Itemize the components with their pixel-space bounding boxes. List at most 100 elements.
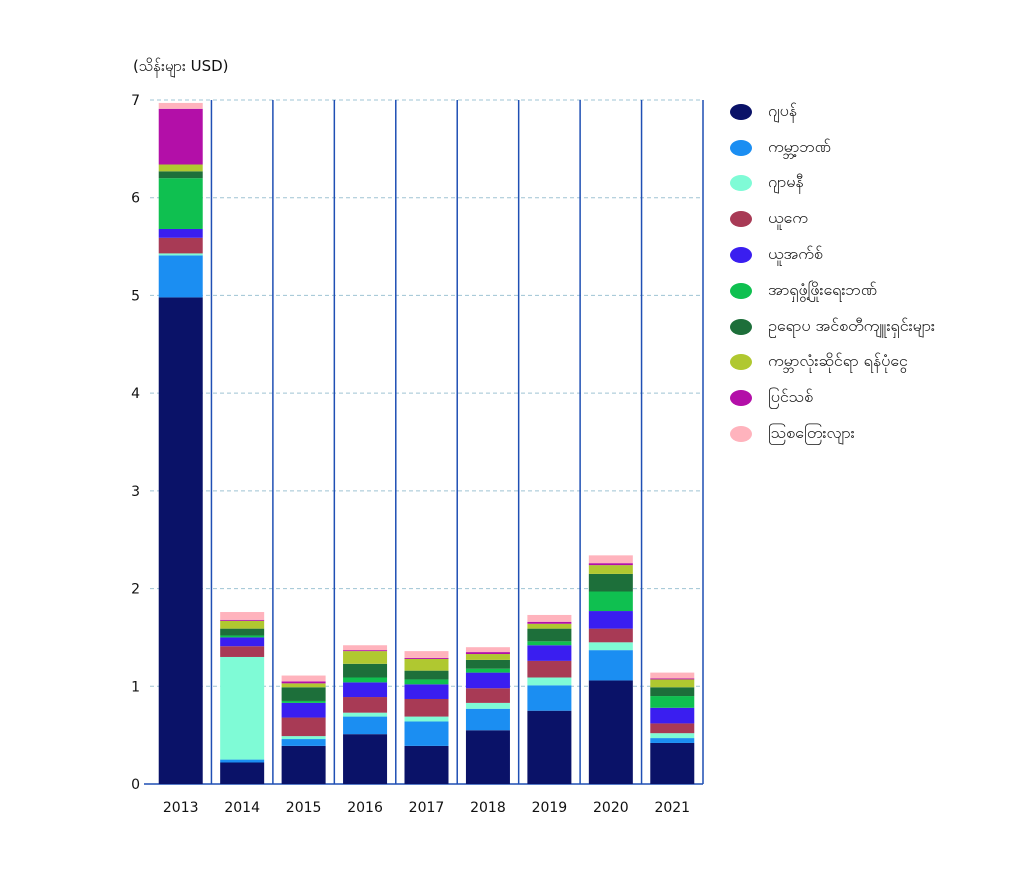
bar-segment <box>404 721 449 746</box>
y-tick-label: 6 <box>131 191 140 207</box>
legend-swatch <box>730 103 752 120</box>
bar-segment <box>281 700 326 703</box>
legend-swatch <box>730 247 752 264</box>
bar-segment <box>220 635 265 638</box>
bar-segment <box>527 645 572 661</box>
y-tick-label: 5 <box>131 288 140 304</box>
bar-segment <box>404 684 449 699</box>
bar-segment <box>465 652 510 655</box>
bar-segment <box>527 677 572 686</box>
bar-segment <box>158 108 203 165</box>
x-tick-label: 2017 <box>409 800 445 816</box>
bar-segment <box>220 646 265 657</box>
bar-segment <box>343 712 388 717</box>
bar-segment <box>527 623 572 629</box>
legend-label: ဂျာမနီ <box>768 172 804 192</box>
bar-segment <box>650 742 695 784</box>
bar-segment <box>281 702 326 718</box>
legend-item: ပြင်သစ် <box>730 380 935 416</box>
bar-segment <box>343 651 388 664</box>
bar-segment <box>220 759 265 763</box>
bar-segment <box>465 659 510 669</box>
bar-segment <box>281 739 326 746</box>
y-tick-label: 0 <box>131 777 140 793</box>
bar-segment <box>281 736 326 740</box>
bar-segment <box>220 619 265 621</box>
bar-segment <box>404 698 449 717</box>
bar-segment <box>588 591 633 612</box>
bar-segment <box>527 621 572 624</box>
bar-segment <box>158 178 203 229</box>
bar-segment <box>465 647 510 653</box>
legend-item: ယူအက်စ် <box>730 237 935 273</box>
bar-segment <box>220 612 265 620</box>
bar-segment <box>220 628 265 636</box>
bar-segment <box>588 680 633 784</box>
bar-segment <box>527 641 572 646</box>
bar-segment <box>465 702 510 709</box>
bar-segment <box>465 668 510 673</box>
bar-segment <box>588 642 633 651</box>
y-tick-label: 1 <box>131 679 140 695</box>
legend-swatch <box>730 318 752 335</box>
legend-swatch <box>730 426 752 443</box>
y-axis-unit-label: (သိန်းများ USD) <box>133 57 229 75</box>
bar-segment <box>220 762 265 784</box>
legend-item: ကမ္ဘာလုံးဆိုင်ရာ ရန်ပုံငွေ <box>730 345 935 381</box>
x-tick-label: 2021 <box>654 800 690 816</box>
bar-segment <box>650 738 695 743</box>
bar-segment <box>404 658 449 671</box>
legend-item: ယူကေ <box>730 201 935 237</box>
bar-segment <box>343 677 388 683</box>
bar-segment <box>281 681 326 684</box>
bar-segment <box>158 255 203 298</box>
bar-segment <box>343 663 388 678</box>
bar-segment <box>650 696 695 708</box>
legend-swatch <box>730 175 752 192</box>
bar-segment <box>343 645 388 651</box>
bar-segment <box>158 297 203 784</box>
bar-segment <box>465 654 510 660</box>
legend-label: ကမ္ဘာလုံးဆိုင်ရာ ရန်ပုံငွေ <box>768 351 908 371</box>
bar-segment <box>527 710 572 784</box>
y-tick-label: 4 <box>131 386 140 402</box>
bar-segment <box>650 723 695 734</box>
bar-segment <box>650 678 695 680</box>
bar-segment <box>281 687 326 701</box>
x-tick-label: 2018 <box>470 800 506 816</box>
bar-segment <box>281 675 326 682</box>
x-tick-label: 2019 <box>532 800 568 816</box>
legend-swatch <box>730 211 752 228</box>
bar-segment <box>404 716 449 722</box>
legend-label: ပြင်သစ် <box>768 387 814 407</box>
bar-segment <box>527 614 572 622</box>
bar-segment <box>404 679 449 685</box>
legend-label: ဥရောပ အင်စတီကျူးရှင်းများ <box>768 315 935 335</box>
legend-swatch <box>730 282 752 299</box>
y-tick-label: 3 <box>131 484 140 500</box>
bar-segment <box>465 672 510 689</box>
legend-label: ဂျပန် <box>768 100 798 120</box>
bar-segment <box>158 228 203 238</box>
legend-swatch <box>730 139 752 156</box>
bar-segment <box>588 611 633 629</box>
legend-label: အာရှဖွံ့ဖြိုးရေးဘဏ် <box>768 279 877 299</box>
bar-segment <box>465 688 510 703</box>
bar-segment <box>343 697 388 713</box>
bar-segment <box>527 660 572 678</box>
legend-item: အာရှဖွံ့ဖြိုးရေးဘဏ် <box>730 273 935 309</box>
bar-segment <box>158 237 203 254</box>
bar-segment <box>220 637 265 647</box>
bar-segment <box>588 650 633 681</box>
legend-label: ကမ္ဘာ့ဘဏ် <box>768 136 831 156</box>
legend-item: ကမ္ဘာ့ဘဏ် <box>730 130 935 166</box>
bar-segment <box>650 733 695 739</box>
x-tick-label: 2015 <box>286 800 322 816</box>
legend-label: ယူအက်စ် <box>768 244 823 264</box>
y-tick-label: 2 <box>131 582 140 598</box>
legend-item: ဩစတြေးလျား <box>730 416 935 452</box>
legend-swatch <box>730 354 752 371</box>
x-tick-label: 2014 <box>224 800 260 816</box>
bar-segment <box>343 734 388 784</box>
